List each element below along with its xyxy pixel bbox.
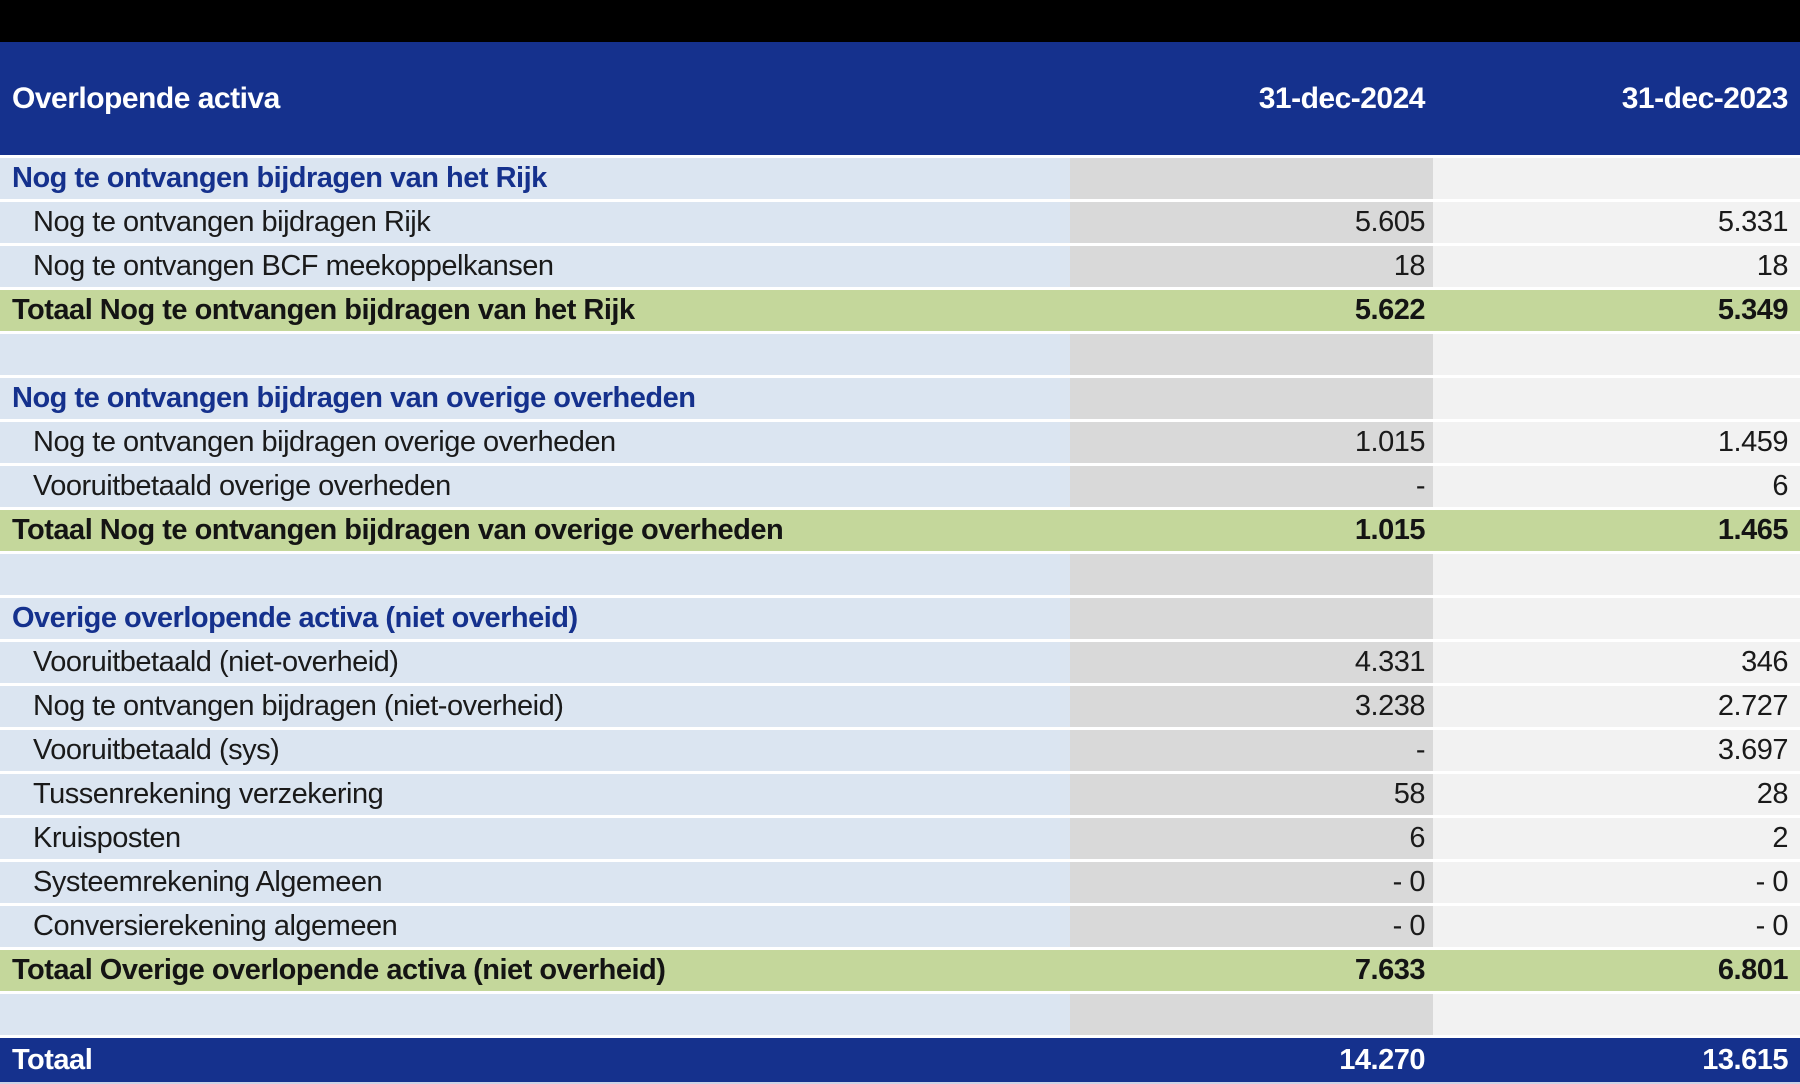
- value-2023: 2.727: [1433, 686, 1800, 727]
- value-2024: 4.331: [1070, 642, 1433, 683]
- value-2024: 3.238: [1070, 686, 1433, 727]
- row-label: Kruisposten: [0, 818, 1070, 859]
- row-label: Tussenrekening verzekering: [0, 774, 1070, 815]
- value-2024: - 0: [1070, 906, 1433, 947]
- row-label: Nog te ontvangen BCF meekoppelkansen: [0, 246, 1070, 287]
- table-row: Vooruitbetaald (sys) - 3.697: [0, 730, 1800, 771]
- grand-total-row: Totaal 14.270 13.615: [0, 1038, 1800, 1082]
- value-2023: 5.331: [1433, 202, 1800, 243]
- value-2024: 18: [1070, 246, 1433, 287]
- value-2024: -: [1070, 466, 1433, 507]
- value-2023: 2: [1433, 818, 1800, 859]
- table-row: Nog te ontvangen bijdragen (niet-overhei…: [0, 686, 1800, 727]
- row-label: Nog te ontvangen bijdragen (niet-overhei…: [0, 686, 1070, 727]
- page-title: Overlopende activa: [12, 81, 280, 115]
- table-row: Tussenrekening verzekering 58 28: [0, 774, 1800, 815]
- value-2024: 6: [1070, 818, 1433, 859]
- section-total-label: Totaal Overige overlopende activa (niet …: [0, 950, 1070, 991]
- grand-total-2024: 14.270: [1070, 1038, 1433, 1082]
- value-2024: [1070, 598, 1433, 639]
- row-label: Nog te ontvangen bijdragen overige overh…: [0, 422, 1070, 463]
- section-header-row: Nog te ontvangen bijdragen van het Rijk: [0, 158, 1800, 199]
- column-header-2024: 31-dec-2024: [1258, 81, 1426, 115]
- section-total-2024: 1.015: [1070, 510, 1433, 551]
- section-header: Nog te ontvangen bijdragen van het Rijk: [0, 158, 1070, 199]
- section-total-2024: 5.622: [1070, 290, 1433, 331]
- row-label: Vooruitbetaald overige overheden: [0, 466, 1070, 507]
- row-label: Systeemrekening Algemeen: [0, 862, 1070, 903]
- grand-total-label: Totaal: [0, 1038, 1070, 1082]
- value-2024: -: [1070, 730, 1433, 771]
- section-total-row: Totaal Nog te ontvangen bijdragen van ov…: [0, 510, 1800, 551]
- spacer-row: [0, 994, 1800, 1035]
- table-row: Nog te ontvangen BCF meekoppelkansen 18 …: [0, 246, 1800, 287]
- spacer-row: [0, 554, 1800, 595]
- column-header-2023: 31-dec-2023: [1621, 81, 1789, 115]
- section-header-row: Overige overlopende activa (niet overhei…: [0, 598, 1800, 639]
- value-2023: 1.459: [1433, 422, 1800, 463]
- table-row: Kruisposten 6 2: [0, 818, 1800, 859]
- value-2023: - 0: [1433, 862, 1800, 903]
- bottom-edge-strip: [0, 1082, 1800, 1084]
- section-total-2023: 1.465: [1433, 510, 1800, 551]
- value-2023: - 0: [1433, 906, 1800, 947]
- table-header-row: Overlopende activa 31-dec-2024 31-dec-20…: [0, 42, 1800, 155]
- value-2023: [1433, 598, 1800, 639]
- section-header: Nog te ontvangen bijdragen van overige o…: [0, 378, 1070, 419]
- table-row: Conversierekening algemeen - 0 - 0: [0, 906, 1800, 947]
- section-total-label: Totaal Nog te ontvangen bijdragen van ov…: [0, 510, 1070, 551]
- table-row: Nog te ontvangen bijdragen Rijk 5.605 5.…: [0, 202, 1800, 243]
- value-2023: 3.697: [1433, 730, 1800, 771]
- row-label: Nog te ontvangen bijdragen Rijk: [0, 202, 1070, 243]
- value-2024: [1070, 378, 1433, 419]
- value-2023: [1433, 378, 1800, 419]
- value-2023: 18: [1433, 246, 1800, 287]
- section-total-2024: 7.633: [1070, 950, 1433, 991]
- table-row: Vooruitbetaald (niet-overheid) 4.331 346: [0, 642, 1800, 683]
- section-total-2023: 5.349: [1433, 290, 1800, 331]
- value-2024: 58: [1070, 774, 1433, 815]
- value-2023: [1433, 158, 1800, 199]
- row-label: Vooruitbetaald (sys): [0, 730, 1070, 771]
- section-total-row: Totaal Overige overlopende activa (niet …: [0, 950, 1800, 991]
- row-label: Vooruitbetaald (niet-overheid): [0, 642, 1070, 683]
- value-2023: 28: [1433, 774, 1800, 815]
- section-header: Overige overlopende activa (niet overhei…: [0, 598, 1070, 639]
- spacer-row: [0, 334, 1800, 375]
- value-2024: [1070, 158, 1433, 199]
- section-header-row: Nog te ontvangen bijdragen van overige o…: [0, 378, 1800, 419]
- table-row: Vooruitbetaald overige overheden - 6: [0, 466, 1800, 507]
- section-total-row: Totaal Nog te ontvangen bijdragen van he…: [0, 290, 1800, 331]
- value-2023: 6: [1433, 466, 1800, 507]
- grand-total-2023: 13.615: [1433, 1038, 1800, 1082]
- value-2024: - 0: [1070, 862, 1433, 903]
- top-black-bar: [0, 0, 1800, 42]
- table-row: Systeemrekening Algemeen - 0 - 0: [0, 862, 1800, 903]
- section-total-label: Totaal Nog te ontvangen bijdragen van he…: [0, 290, 1070, 331]
- value-2023: 346: [1433, 642, 1800, 683]
- table-row: Nog te ontvangen bijdragen overige overh…: [0, 422, 1800, 463]
- value-2024: 5.605: [1070, 202, 1433, 243]
- row-label: Conversierekening algemeen: [0, 906, 1070, 947]
- section-total-2023: 6.801: [1433, 950, 1800, 991]
- value-2024: 1.015: [1070, 422, 1433, 463]
